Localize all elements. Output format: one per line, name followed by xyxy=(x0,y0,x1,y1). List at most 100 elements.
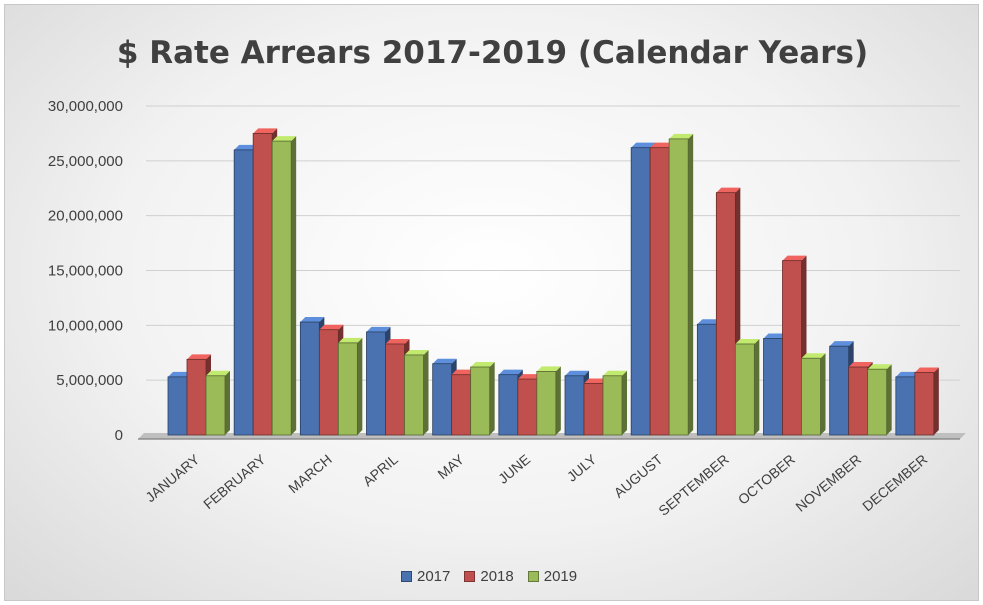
bar-side-2019-august xyxy=(688,133,694,435)
bar-2019-may xyxy=(470,366,491,436)
chart-title: $ Rate Arrears 2017-2019 (Calendar Years… xyxy=(116,35,869,71)
bar-side-2018-december xyxy=(933,367,939,435)
bar-side-2019-march xyxy=(357,337,363,435)
legend-label: 2018 xyxy=(480,568,514,585)
bar-2018-june xyxy=(517,378,538,436)
bar-top-2017-november xyxy=(829,341,854,347)
bar-top-2017-may xyxy=(432,358,457,364)
bar-top-2018-march xyxy=(319,324,344,330)
legend-item-2018: 2018 xyxy=(464,568,514,585)
legend-swatch xyxy=(464,571,476,582)
bar-top-2018-june xyxy=(517,374,542,380)
bar-top-2018-september xyxy=(716,187,741,193)
bar-top-2017-january xyxy=(168,371,192,377)
x-tick-label: NOVEMBER xyxy=(792,451,864,515)
bar-2017-november xyxy=(829,345,850,436)
bar-2017-may xyxy=(432,363,453,436)
bar-2017-july xyxy=(564,375,585,436)
bar-top-2019-october xyxy=(801,353,826,359)
bar-top-2018-april xyxy=(385,338,410,344)
bar-2017-october xyxy=(763,338,783,436)
legend-item-2019: 2019 xyxy=(527,568,578,585)
bar-top-2019-may xyxy=(470,362,495,368)
bar-2019-september xyxy=(734,343,755,436)
bar-2017-august xyxy=(630,147,651,436)
legend-label: 2017 xyxy=(417,568,451,585)
bar-2017-april xyxy=(366,331,386,436)
bar-2019-august xyxy=(668,138,689,436)
x-tick-label: APRIL xyxy=(360,451,401,489)
bar-2019-february xyxy=(271,140,292,436)
bar-2018-august xyxy=(649,147,670,436)
bar-top-2018-october xyxy=(782,255,807,261)
bar-2019-january xyxy=(205,375,226,436)
bar-2018-april xyxy=(385,343,405,436)
y-tick-label: 0 xyxy=(115,427,123,444)
bar-top-2019-january xyxy=(206,370,230,376)
y-tick-label: 30,000,000 xyxy=(48,98,123,115)
x-tick-label: MARCH xyxy=(285,451,335,496)
bar-top-2019-february xyxy=(272,136,297,142)
chart-legend: 2017 2018 2019 xyxy=(401,568,577,585)
bar-top-2018-december xyxy=(914,367,939,373)
bar-2017-september xyxy=(696,323,717,436)
bar-top-2018-january xyxy=(187,354,211,360)
bar-2018-july xyxy=(583,383,604,436)
y-tick-label: 10,000,000 xyxy=(48,317,123,334)
chart-frame: $ Rate Arrears 2017-2019 (Calendar Years… xyxy=(4,4,979,601)
x-tick-label: FEBRUARY xyxy=(200,451,269,513)
legend-label: 2019 xyxy=(543,568,578,585)
x-tick-label: OCTOBER xyxy=(735,451,798,508)
x-tick-label: AUGUST xyxy=(611,451,666,501)
bar-2017-december xyxy=(895,376,916,436)
bar-top-2018-july xyxy=(584,378,608,384)
x-tick-label: SEPTEMBER xyxy=(655,451,731,519)
bar-top-2019-august xyxy=(669,133,694,139)
bar-2018-december xyxy=(914,372,935,436)
y-tick-label: 15,000,000 xyxy=(48,263,123,280)
bar-2017-june xyxy=(498,374,519,436)
bar-2019-november xyxy=(867,368,888,436)
bar-top-2018-may xyxy=(451,369,476,375)
bar-top-2017-april xyxy=(366,326,391,332)
legend-swatch xyxy=(401,571,412,582)
bar-chart: 0 5,000,000 10,000,000 15,000,000 20,000,000… xyxy=(48,98,966,519)
bar-2018-may xyxy=(451,374,472,436)
legend-swatch xyxy=(527,571,539,582)
bar-top-2017-august xyxy=(631,142,656,148)
bar-top-2017-february xyxy=(234,144,259,150)
bar-2018-november xyxy=(848,366,869,436)
bar-2017-january xyxy=(167,376,188,436)
bar-2017-february xyxy=(233,149,254,436)
bar-top-2017-march xyxy=(300,317,325,323)
bar-top-2017-july xyxy=(565,370,589,376)
bar-2019-april xyxy=(404,354,424,436)
bar-top-2018-august xyxy=(650,142,675,148)
x-tick-label: MAY xyxy=(434,451,467,483)
bar-side-2019-february xyxy=(291,136,297,436)
bar-top-2019-september xyxy=(735,338,760,344)
bar-top-2019-april xyxy=(404,349,429,355)
bar-side-2019-november xyxy=(886,364,892,435)
bar-side-2019-april xyxy=(423,349,429,435)
bar-top-2019-march xyxy=(338,337,363,343)
bar-top-2019-june xyxy=(536,366,561,372)
bar-2019-july xyxy=(602,375,623,436)
bar-top-2017-september xyxy=(697,319,722,325)
bar-2018-january xyxy=(186,358,207,436)
bar-2019-october xyxy=(801,357,821,436)
bar-side-2019-october xyxy=(820,353,826,435)
bar-2018-february xyxy=(252,133,273,436)
bar-2017-march xyxy=(299,321,320,436)
y-tick-label: 25,000,000 xyxy=(48,153,123,170)
bar-top-2018-february xyxy=(253,128,278,134)
bar-top-2019-november xyxy=(867,364,892,370)
bar-top-2017-december xyxy=(895,371,920,377)
bar-top-2019-july xyxy=(603,370,627,376)
bar-2019-march xyxy=(337,342,358,436)
bar-2018-september xyxy=(715,192,736,436)
bar-side-2019-july xyxy=(622,370,627,435)
bar-side-2019-may xyxy=(489,362,495,435)
bar-2018-march xyxy=(318,329,339,436)
bar-top-2018-november xyxy=(848,362,873,368)
